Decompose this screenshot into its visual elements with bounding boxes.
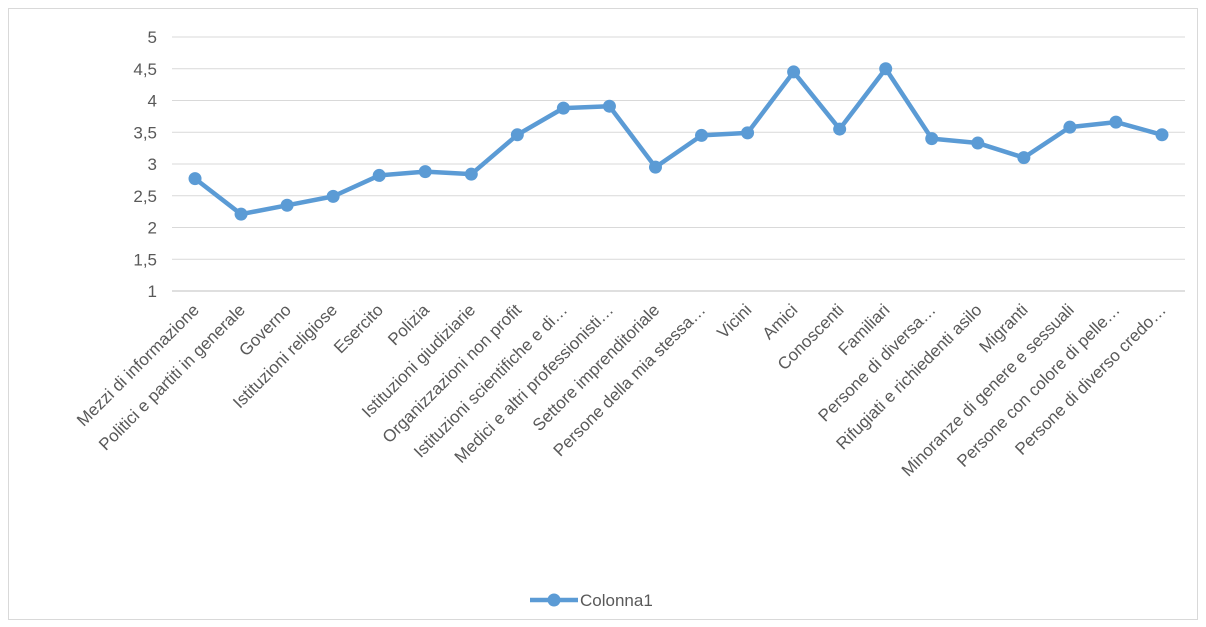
y-tick-label: 1,5 <box>133 250 157 269</box>
y-tick-label: 3 <box>148 155 157 174</box>
data-point <box>741 126 755 140</box>
x-tick-label: Vicini <box>713 300 755 342</box>
y-tick-label: 4,5 <box>133 60 157 79</box>
data-point <box>1063 120 1077 134</box>
y-tick-label: 3,5 <box>133 123 157 142</box>
data-point <box>234 207 248 221</box>
x-tick-label: Esercito <box>330 300 387 357</box>
data-point <box>280 198 294 212</box>
data-point <box>188 172 202 186</box>
series-layer <box>188 62 1169 221</box>
data-point <box>648 160 662 174</box>
legend-label: Colonna1 <box>580 591 653 610</box>
gridlines <box>172 36 1185 292</box>
data-point <box>1017 151 1031 165</box>
data-point <box>510 128 524 142</box>
data-point <box>695 128 709 142</box>
data-point <box>787 65 801 79</box>
data-point <box>602 99 616 113</box>
data-point <box>464 167 478 181</box>
legend: Colonna1 <box>530 591 653 610</box>
legend-marker <box>547 593 561 607</box>
y-axis: 1 1,5 2 2,5 3 3,5 4 4,5 5 <box>133 28 157 301</box>
series-line <box>192 66 1165 217</box>
data-point <box>925 132 939 146</box>
chart-area <box>8 8 1198 620</box>
data-point <box>326 189 340 203</box>
data-point <box>556 101 570 115</box>
y-tick-label: 4 <box>148 92 157 111</box>
data-point <box>418 165 432 179</box>
data-point <box>1155 128 1169 142</box>
data-point <box>1109 115 1123 129</box>
data-point <box>833 122 847 136</box>
data-point <box>372 168 386 182</box>
y-tick-label: 1 <box>148 282 157 301</box>
data-point <box>879 62 893 76</box>
y-tick-label: 2,5 <box>133 187 157 206</box>
y-tick-label: 5 <box>148 28 157 47</box>
y-tick-label: 2 <box>148 219 157 238</box>
data-point <box>971 136 985 150</box>
x-tick-label: Amici <box>759 300 802 343</box>
